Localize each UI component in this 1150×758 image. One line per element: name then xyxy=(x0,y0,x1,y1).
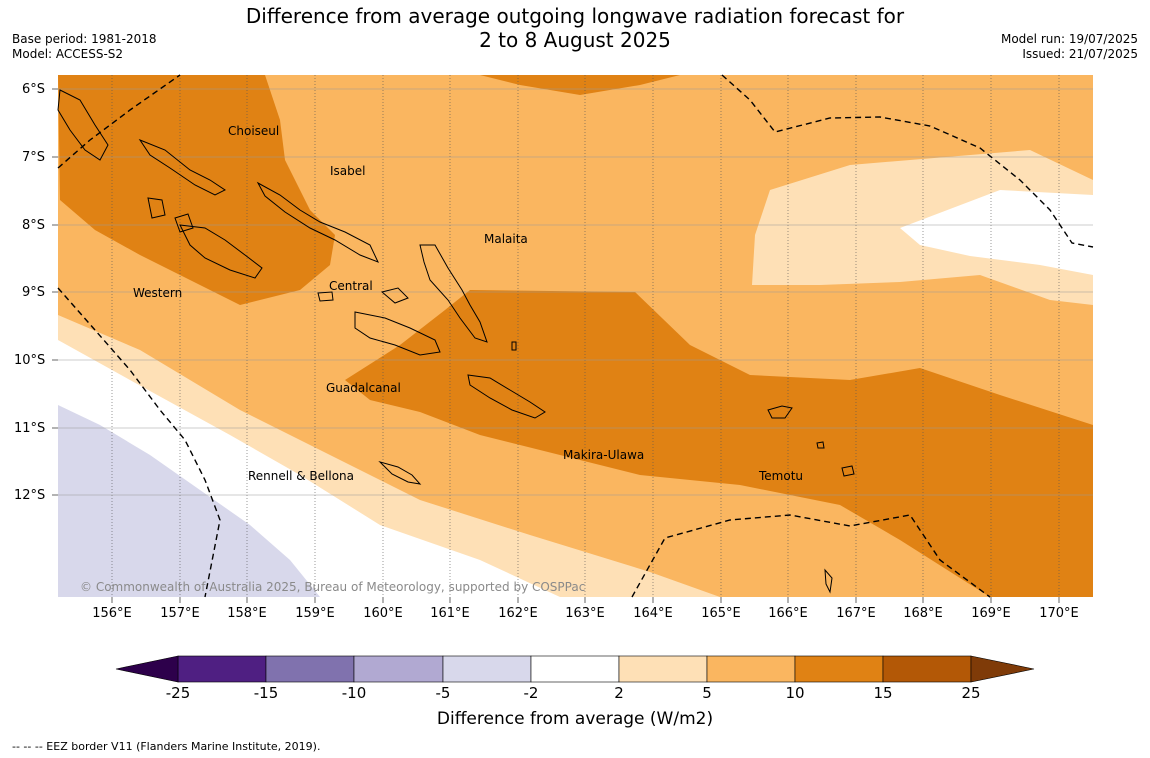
colorbar-segment xyxy=(530,655,620,683)
lon-label: 170°E xyxy=(1039,606,1079,621)
region-choiseul: Choiseul xyxy=(228,124,280,138)
lat-label: 10°S xyxy=(14,353,46,368)
colorbar-extend-low xyxy=(115,655,179,683)
lon-label: 156°E xyxy=(92,606,132,621)
colorbar-tick: -2 xyxy=(523,684,539,702)
eez-borders xyxy=(57,74,1094,598)
colorbar-tick: -5 xyxy=(435,684,451,702)
meta-right: Model run: 19/07/2025 Issued: 21/07/2025 xyxy=(1001,32,1138,62)
issued-date: Issued: 21/07/2025 xyxy=(1022,47,1138,61)
colorbar-tick: 2 xyxy=(614,684,624,702)
island-kolombangara xyxy=(174,213,194,233)
lat-label: 12°S xyxy=(14,488,46,503)
region-isabel: Isabel xyxy=(330,164,366,178)
eez-west-north xyxy=(57,74,181,169)
lon-label: 161°E xyxy=(430,606,470,621)
title-line-1: Difference from average outgoing longwav… xyxy=(245,4,905,28)
eez-north-east xyxy=(721,74,1094,248)
lat-label: 8°S xyxy=(22,218,46,233)
eez-southwest xyxy=(57,287,221,598)
lon-label: 160°E xyxy=(363,606,403,621)
eez-south-east xyxy=(631,514,991,598)
lat-label: 9°S xyxy=(22,285,46,300)
island-vellalavella xyxy=(147,197,166,219)
region-western: Western xyxy=(133,286,183,300)
colorbar-segment xyxy=(882,655,972,683)
island-bougainville xyxy=(57,89,109,161)
colorbar-tick: 15 xyxy=(873,684,893,702)
colorbar-segment xyxy=(706,655,796,683)
island-russell xyxy=(317,291,334,302)
lon-label: 164°E xyxy=(633,606,673,621)
model-run: Model run: 19/07/2025 xyxy=(1000,32,1138,46)
colorbar-title: Difference from average (W/m2) xyxy=(436,709,714,729)
island-isabel xyxy=(256,181,379,263)
lon-label: 157°E xyxy=(160,606,200,621)
island-rennell xyxy=(378,461,422,485)
base-period: Base period: 1981-2018 xyxy=(12,32,157,46)
colorbar-tick: 25 xyxy=(961,684,981,702)
region-makira-ulawa: Makira-Ulawa xyxy=(563,448,645,462)
lon-label: 167°E xyxy=(836,606,876,621)
graticule xyxy=(52,75,1093,603)
colorbar xyxy=(115,655,1035,683)
band-neutral-east xyxy=(900,190,1093,275)
lat-label: 7°S xyxy=(22,150,46,165)
lon-label: 163°E xyxy=(565,606,605,621)
band-neg-south xyxy=(58,405,320,597)
lon-label: 165°E xyxy=(701,606,741,621)
lon-label: 162°E xyxy=(498,606,538,621)
lat-label: 6°S xyxy=(22,82,46,97)
island-makira xyxy=(467,374,546,419)
colorbar-tick: -25 xyxy=(165,684,191,702)
colorbar-segment xyxy=(618,655,708,683)
island-florida xyxy=(380,287,409,304)
colorbar-tick: -10 xyxy=(341,684,367,702)
anomaly-field xyxy=(58,75,1093,597)
island-utupua xyxy=(816,441,825,449)
region-rennell-bellona: Rennell & Bellona xyxy=(248,469,355,483)
band-10-15-central xyxy=(345,290,1093,597)
island-small-1 xyxy=(824,568,833,594)
lon-label: 169°E xyxy=(971,606,1011,621)
band-10-15-north xyxy=(480,75,680,95)
colorbar-tick: 10 xyxy=(785,684,805,702)
island-malaita xyxy=(419,244,488,343)
island-vanikoro xyxy=(841,465,855,477)
meta-left: Base period: 1981-2018 Model: ACCESS-S2 xyxy=(12,32,157,62)
colorbar-segment xyxy=(794,655,884,683)
island-santacruz xyxy=(767,405,793,419)
island-choiseul xyxy=(138,138,226,196)
colorbar-segment xyxy=(265,655,355,683)
colorbar-extend-high xyxy=(970,655,1035,683)
title-line-2: 2 to 8 August 2025 xyxy=(479,28,671,52)
eez-legend-note: -- -- -- EEZ border V11 (Flanders Marine… xyxy=(12,740,321,753)
lon-label: 159°E xyxy=(295,606,335,621)
map-title: Difference from average outgoing longwav… xyxy=(0,4,1150,52)
colorbar-tick: 5 xyxy=(702,684,712,702)
colorbar-tick: -15 xyxy=(253,684,279,702)
colorbar-segment xyxy=(177,655,267,683)
colorbar-segments xyxy=(115,655,1035,683)
island-small-2 xyxy=(511,341,517,351)
region-central: Central xyxy=(329,279,373,293)
lon-label: 158°E xyxy=(227,606,267,621)
lon-label: 168°E xyxy=(903,606,943,621)
island-guadalcanal xyxy=(354,311,441,356)
region-temotu: Temotu xyxy=(759,469,804,483)
region-malaita: Malaita xyxy=(484,232,528,246)
island-newgeorgia xyxy=(179,224,263,279)
copyright-notice: © Commonwealth of Australia 2025, Bureau… xyxy=(80,580,586,594)
coastlines xyxy=(57,89,855,594)
region-guadalcanal: Guadalcanal xyxy=(326,381,401,395)
colorbar-segment xyxy=(353,655,444,683)
lon-label: 166°E xyxy=(768,606,808,621)
model-name: Model: ACCESS-S2 xyxy=(12,47,124,61)
colorbar-segment xyxy=(442,655,532,683)
band-10-15-west xyxy=(58,75,335,305)
lat-label: 11°S xyxy=(14,421,46,436)
